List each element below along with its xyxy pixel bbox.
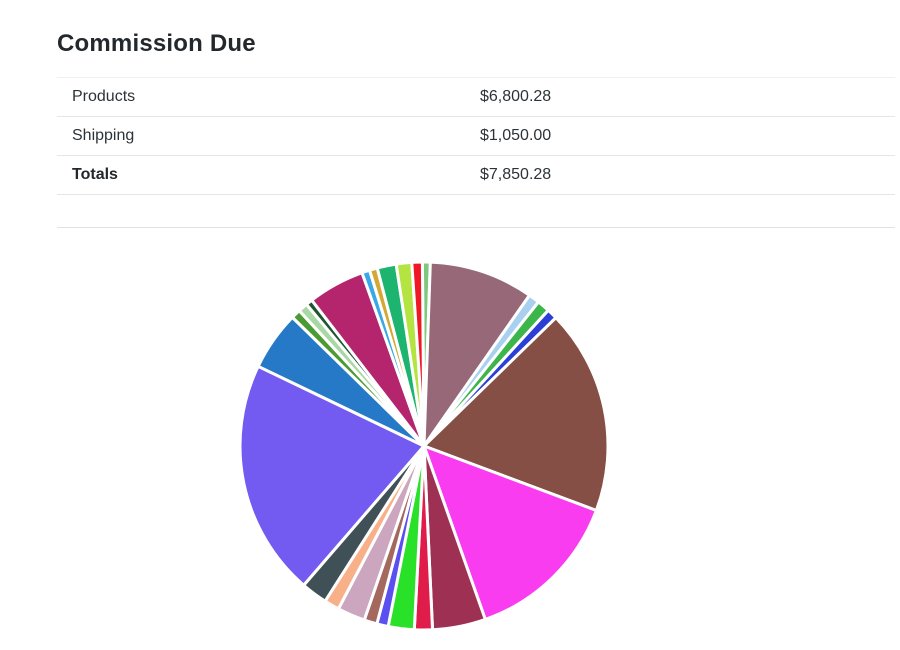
section-divider (57, 227, 895, 228)
commission-pie (238, 260, 610, 632)
table-row-shipping: Shipping $1,050.00 (57, 117, 895, 156)
row-label: Products (72, 88, 136, 105)
row-value: $1,050.00 (480, 127, 552, 144)
table-row-products: Products $6,800.28 (57, 78, 895, 117)
pie-slice-red[interactable] (410, 260, 426, 448)
table-row-totals: Totals $7,850.28 (57, 156, 895, 195)
commission-pie-chart (238, 260, 610, 632)
pie-slice-purple[interactable] (238, 364, 426, 587)
commission-table: Products $6,800.28 Shipping $1,050.00 To… (57, 77, 895, 195)
row-label: Totals (72, 166, 118, 183)
page-title: Commission Due (57, 30, 256, 58)
row-value: $7,850.28 (480, 166, 552, 183)
row-label: Shipping (72, 127, 135, 144)
row-value: $6,800.28 (480, 88, 552, 105)
pie-slice-magenta[interactable] (422, 444, 598, 621)
pie-slice-mauve[interactable] (422, 260, 532, 448)
